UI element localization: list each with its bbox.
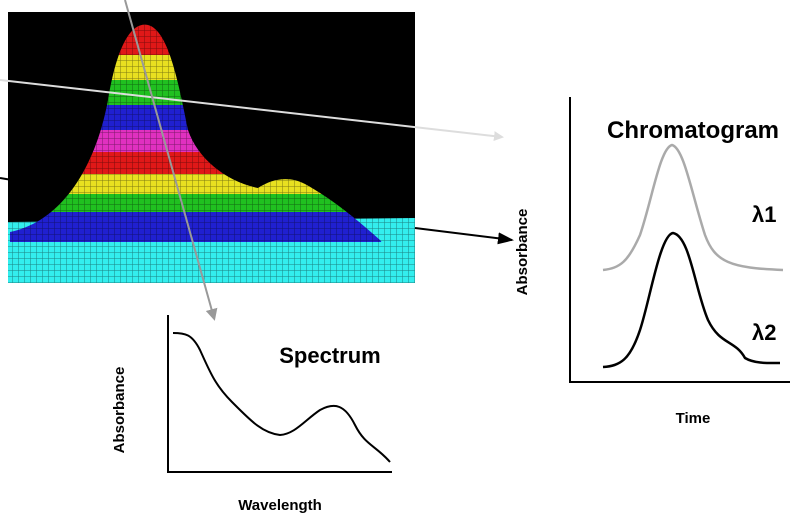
y-axis-label: Absorbance <box>111 367 128 454</box>
spectrum-title: Spectrum <box>279 343 380 368</box>
x-axis-label: Time <box>676 410 711 427</box>
chromatogram-title: Chromatogram <box>607 117 779 144</box>
x-axis-label: Wavelength <box>238 497 322 514</box>
y-axis-label: Absorbance <box>514 209 531 296</box>
spectrum-plot: Spectrum Absorbance Wavelength <box>111 315 392 514</box>
trace-label: λ2 <box>752 320 776 345</box>
trace-label: λ1 <box>752 202 776 227</box>
arrows <box>0 0 514 321</box>
surface-plot <box>8 12 415 283</box>
chromatogram-plot: Chromatogram λ1 λ2 Absorbance Time <box>514 97 790 427</box>
